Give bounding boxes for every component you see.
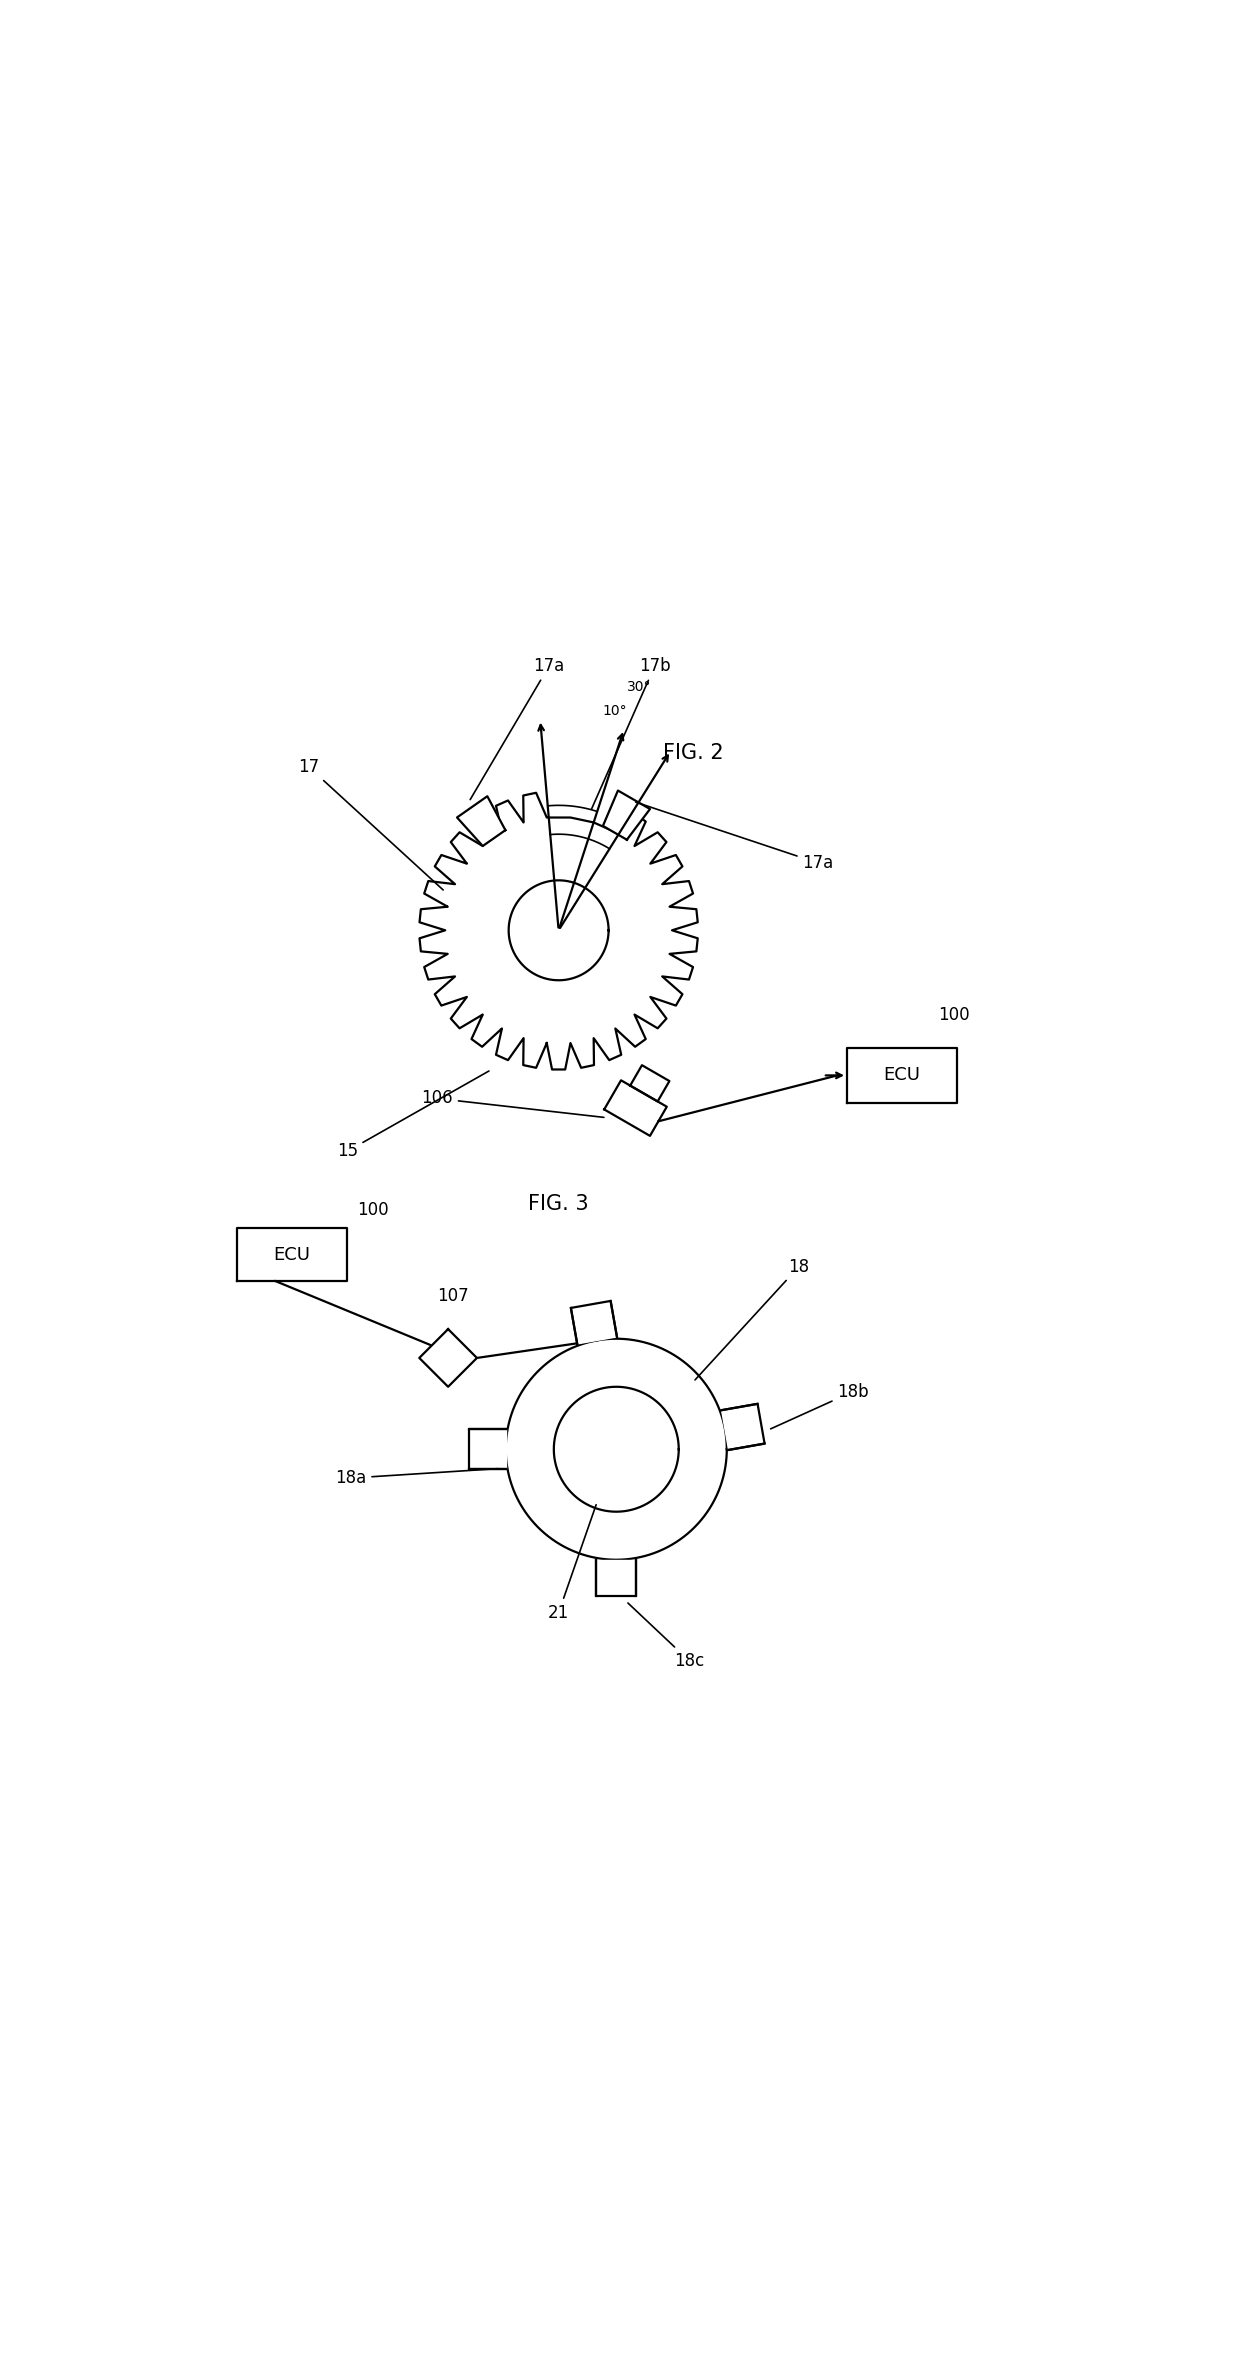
Text: 15: 15 xyxy=(336,1071,489,1161)
Polygon shape xyxy=(458,796,506,845)
Text: 17: 17 xyxy=(298,758,443,891)
Text: 18a: 18a xyxy=(335,1468,498,1487)
Text: ECU: ECU xyxy=(884,1066,920,1085)
Polygon shape xyxy=(722,1404,765,1449)
Text: 18c: 18c xyxy=(627,1603,704,1670)
Text: 21: 21 xyxy=(548,1506,596,1622)
Text: 18: 18 xyxy=(696,1259,810,1380)
Polygon shape xyxy=(603,791,650,841)
Text: 100: 100 xyxy=(357,1202,388,1218)
Polygon shape xyxy=(570,1302,618,1344)
Text: 107: 107 xyxy=(436,1287,469,1306)
Polygon shape xyxy=(596,1560,636,1596)
Polygon shape xyxy=(469,1430,506,1470)
Text: 100: 100 xyxy=(939,1005,970,1024)
Text: 30°: 30° xyxy=(626,679,651,694)
Text: 17a: 17a xyxy=(636,803,833,872)
Text: 17b: 17b xyxy=(591,658,671,810)
Polygon shape xyxy=(419,1330,477,1387)
Text: FIG. 3: FIG. 3 xyxy=(528,1195,589,1214)
Text: FIG. 2: FIG. 2 xyxy=(663,743,723,762)
Text: ECU: ECU xyxy=(274,1244,310,1264)
Text: 18b: 18b xyxy=(770,1382,869,1430)
Text: 17a: 17a xyxy=(470,658,564,800)
Text: 106: 106 xyxy=(422,1090,604,1116)
Text: 10°: 10° xyxy=(603,703,627,717)
